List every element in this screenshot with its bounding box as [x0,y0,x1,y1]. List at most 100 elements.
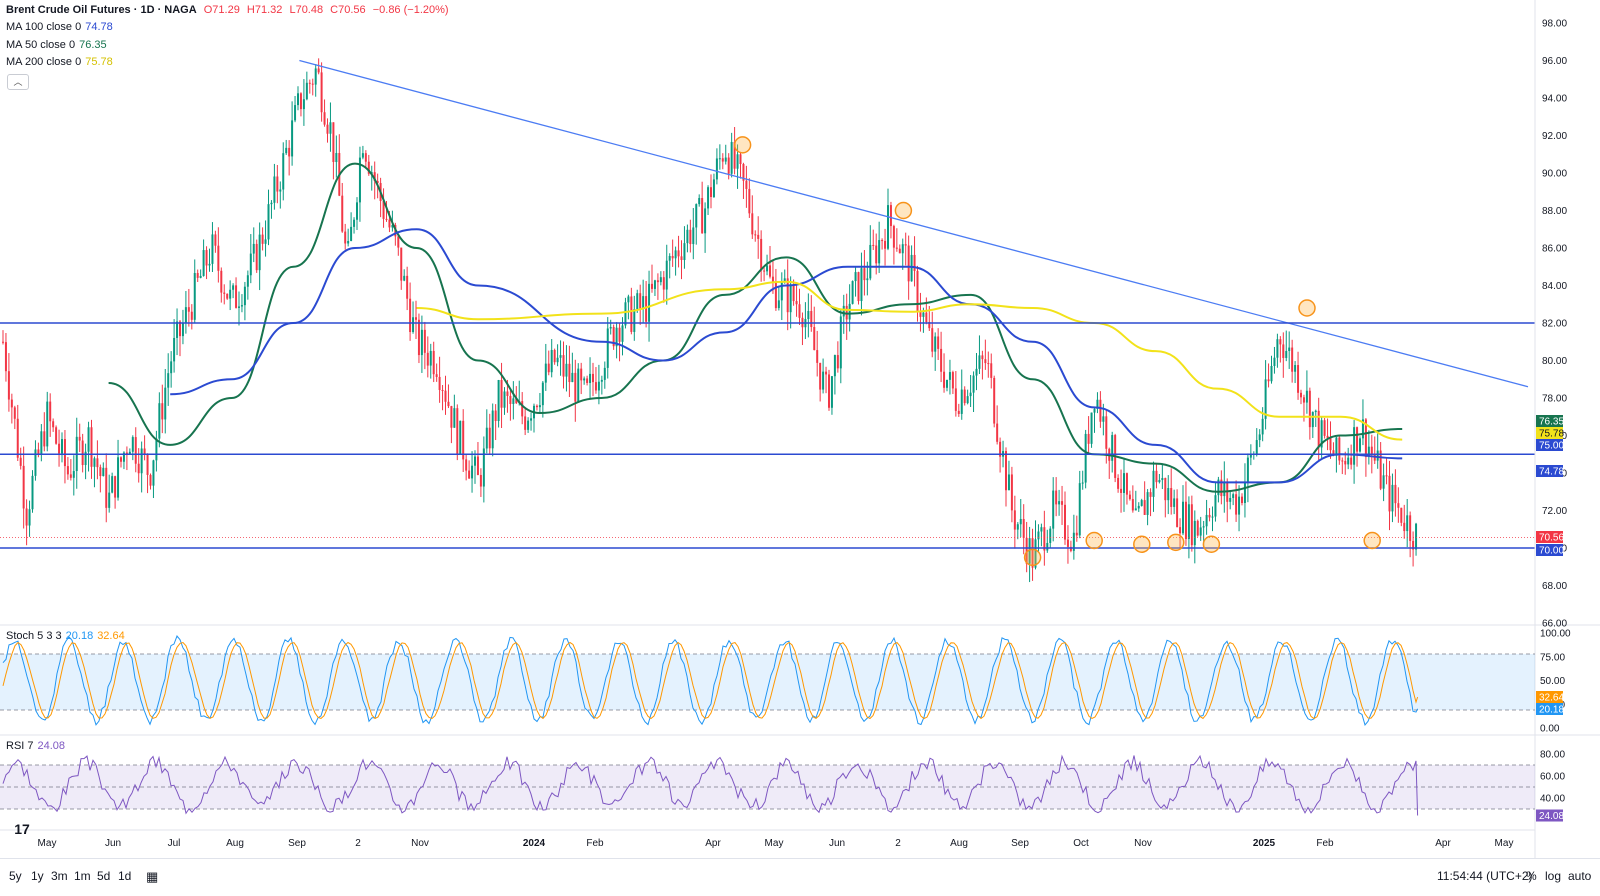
highlight-marker[interactable] [1202,535,1221,553]
candle [323,99,326,127]
highlight-marker[interactable] [1085,531,1103,550]
candle [108,474,111,513]
candle [1367,430,1370,465]
symbol-legend[interactable]: Brent Crude Oil Futures · 1D · NAGA O71.… [6,4,449,16]
auto-toggle[interactable]: auto [1568,869,1592,883]
time-axis[interactable]: May Jun Jul Aug Sep 2 Nov 2024 Feb Apr May Jun 2 Aug S… [38,838,1514,849]
candle [114,475,117,509]
candle [40,424,43,462]
highlight-marker[interactable] [733,136,752,154]
candle [541,381,544,418]
svg-text:75.00: 75.00 [1539,441,1564,452]
range-1d-button[interactable]: 1d [118,869,132,883]
range-1m-button[interactable]: 1m [74,869,91,883]
candle [748,178,751,218]
rsi-legend[interactable]: RSI 7 24.08 [6,740,65,752]
candle [1297,351,1300,400]
range-5d-button[interactable]: 5d [97,869,111,883]
candle [904,232,907,266]
ma50-value: 76.35 [79,39,107,51]
candle [777,286,780,311]
candle [574,359,577,422]
candle [350,212,353,242]
ma200-legend[interactable]: MA 200 close 0 75.78 [6,56,113,68]
time-tick-label: 2 [895,838,901,849]
candle [1350,444,1353,470]
price-chart[interactable]: 66.0068.0070.0072.0074.0076.0078.0080.00… [0,0,1600,858]
candle [223,284,226,305]
candle [479,468,482,497]
candle [1232,492,1235,506]
stoch-legend[interactable]: Stoch 5 3 3 20.18 32.64 [6,630,125,642]
axis-badge: 75.78 [1536,427,1564,440]
axis-badge: 75.00 [1536,439,1564,452]
symbol-title[interactable]: Brent Crude Oil Futures · 1D · NAGA [6,4,197,16]
candle [152,459,155,499]
candle [1055,477,1058,517]
candle [432,341,435,383]
time-tick-label: 2025 [1253,838,1276,849]
ma50-legend[interactable]: MA 50 close 0 76.35 [6,39,107,51]
candle [1314,409,1317,427]
horizontal-levels[interactable] [0,322,1535,549]
range-1y-button[interactable]: 1y [31,869,44,883]
candle [1305,370,1308,414]
candle [143,435,146,461]
ma100-legend[interactable]: MA 100 close 0 74.78 [6,21,113,33]
candle [1264,360,1267,430]
ma50-label: MA 50 close 0 [6,39,76,51]
candle [671,239,674,267]
candle [261,227,264,251]
descending-trendline[interactable] [299,59,1529,388]
candle [78,423,81,453]
candle [1415,522,1418,556]
price-tick-label: 86.00 [1542,244,1567,255]
candle [485,409,488,454]
candle [1291,339,1294,383]
calendar-icon[interactable]: ▦ [146,869,159,884]
candle [1196,519,1199,537]
candle [22,446,25,529]
candle [745,165,748,208]
candle [28,500,31,537]
candle [996,405,999,445]
clock-timezone[interactable]: 11:54:44 (UTC+2) [1437,869,1533,883]
highlight-marker[interactable] [1298,299,1316,317]
candle [385,201,388,222]
tradingview-logo-icon[interactable]: 17 [14,821,30,837]
candle [889,201,892,239]
candle [1246,453,1249,503]
rsi-value: 24.08 [37,740,66,752]
price-tick-label: 88.00 [1542,206,1567,217]
axis-badge: 74.78 [1536,465,1564,478]
candle [1134,490,1137,511]
highlight-marker[interactable] [894,201,913,220]
candle [910,245,913,282]
range-5y-button[interactable]: 5y [9,869,22,883]
candle [105,453,108,523]
candle [19,447,22,470]
candle [179,319,181,357]
candle [382,188,385,228]
highlight-markers[interactable] [733,136,1381,567]
candle [698,194,701,207]
candle [420,315,423,373]
highlight-marker[interactable] [1167,533,1185,552]
collapse-legend-button[interactable]: ︿ [7,74,29,90]
candle [993,375,996,428]
candle [571,352,574,383]
time-tick-label: Feb [586,838,604,849]
candle [1179,518,1182,550]
highlight-marker[interactable] [1363,531,1381,550]
candle [52,418,55,432]
candle [468,460,471,480]
highlight-marker[interactable] [1023,548,1042,567]
highlight-marker[interactable] [1133,535,1151,553]
log-toggle[interactable]: log [1545,869,1562,883]
candle [255,239,258,273]
stoch-tick-label: 100.00 [1540,629,1571,640]
percent-toggle[interactable]: % [1526,869,1537,883]
candle [642,279,645,323]
range-3m-button[interactable]: 3m [51,869,68,883]
low-value: L70.48 [289,4,324,16]
